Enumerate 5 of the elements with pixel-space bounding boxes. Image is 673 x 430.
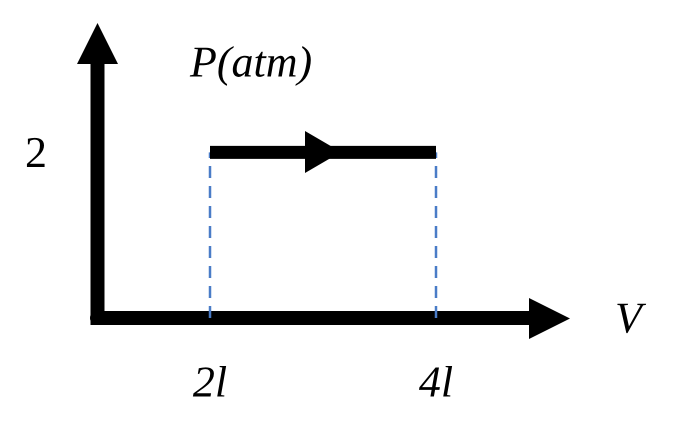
x-axis-title: V — [615, 294, 647, 342]
text: 2 — [25, 128, 47, 177]
x-tick-label: 2l — [192, 358, 228, 406]
x-tick-label: 4l — [418, 358, 454, 406]
y-axis-title: P(atm) — [189, 38, 312, 86]
